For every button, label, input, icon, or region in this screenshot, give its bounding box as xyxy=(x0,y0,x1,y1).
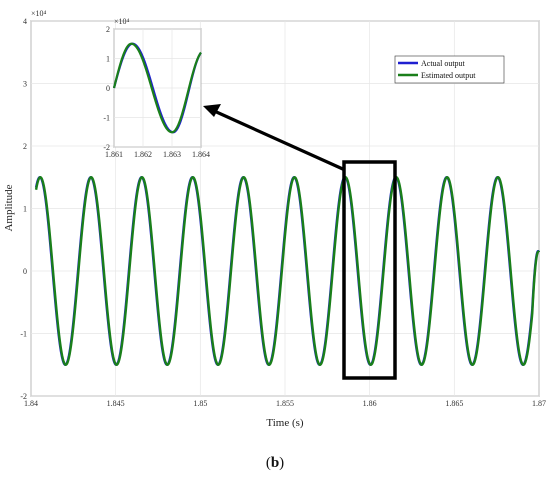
main-x-tick-label: 1.84 xyxy=(24,399,38,408)
legend-label-actual: Actual output xyxy=(421,59,466,68)
inset-y-tick-label: -1 xyxy=(103,114,110,123)
main-y-tick-label: 1 xyxy=(23,205,27,214)
inset-ticks: 1.861 1.862 1.863 1.864 -2 -1 0 1 2 xyxy=(103,25,210,159)
inset-series-estimated-line xyxy=(112,42,202,134)
inset-series-lines xyxy=(112,42,202,134)
main-x-tick-label: 1.86 xyxy=(363,399,377,408)
inset-x-tick-label: 1.863 xyxy=(163,150,181,159)
zoom-arrow-shaft xyxy=(211,108,346,172)
caption-letter: b xyxy=(271,455,279,471)
main-x-axis-label: Time (s) xyxy=(266,417,304,429)
main-y-axis-label: Amplitude xyxy=(3,184,15,231)
main-y-tick-label: 4 xyxy=(23,17,27,26)
main-ticks: 1.84 1.845 1.85 1.855 1.86 1.865 1.87 -2 -1 0 1 2 3 4 xyxy=(20,17,546,408)
main-x-tick-label: 1.865 xyxy=(445,399,463,408)
inset-x-tick-label: 1.864 xyxy=(192,150,210,159)
inset-y-tick-label: -2 xyxy=(103,143,110,152)
inset-x-tick-label: 1.862 xyxy=(134,150,152,159)
main-x-tick-label: 1.87 xyxy=(532,399,546,408)
legend: Actual output Estimated output xyxy=(394,55,505,84)
inset-grid xyxy=(113,28,202,148)
main-y-tick-label: -1 xyxy=(20,330,27,339)
main-x-tick-label: 1.85 xyxy=(193,399,207,408)
main-series-lines xyxy=(34,176,541,366)
inset-y-tick-label: 1 xyxy=(106,55,110,64)
main-y-tick-label: 0 xyxy=(23,267,27,276)
legend-box xyxy=(394,55,505,84)
inset-chart: 1.861 1.862 1.863 1.864 -2 -1 0 1 2 ×10⁴ xyxy=(103,17,210,159)
main-y-tick-label: 2 xyxy=(23,142,27,151)
zoom-arrow-head xyxy=(203,104,221,117)
legend-label-estimated: Estimated output xyxy=(421,71,476,80)
main-y-tick-label: 3 xyxy=(23,80,27,89)
inset-y-tick-label: 2 xyxy=(106,25,110,34)
inset-x-tick-label: 1.861 xyxy=(105,150,123,159)
main-y-tick-label: -2 xyxy=(20,392,27,401)
caption: (b) xyxy=(266,455,284,471)
inset-y-tick-label: 0 xyxy=(106,84,110,93)
main-series-estimated-line xyxy=(34,176,541,366)
main-exponent-label: ×10⁴ xyxy=(31,9,47,18)
main-x-tick-label: 1.855 xyxy=(276,399,294,408)
zoom-region-box xyxy=(342,160,397,380)
main-x-tick-label: 1.845 xyxy=(107,399,125,408)
inset-exponent-label: ×10⁴ xyxy=(114,17,130,26)
